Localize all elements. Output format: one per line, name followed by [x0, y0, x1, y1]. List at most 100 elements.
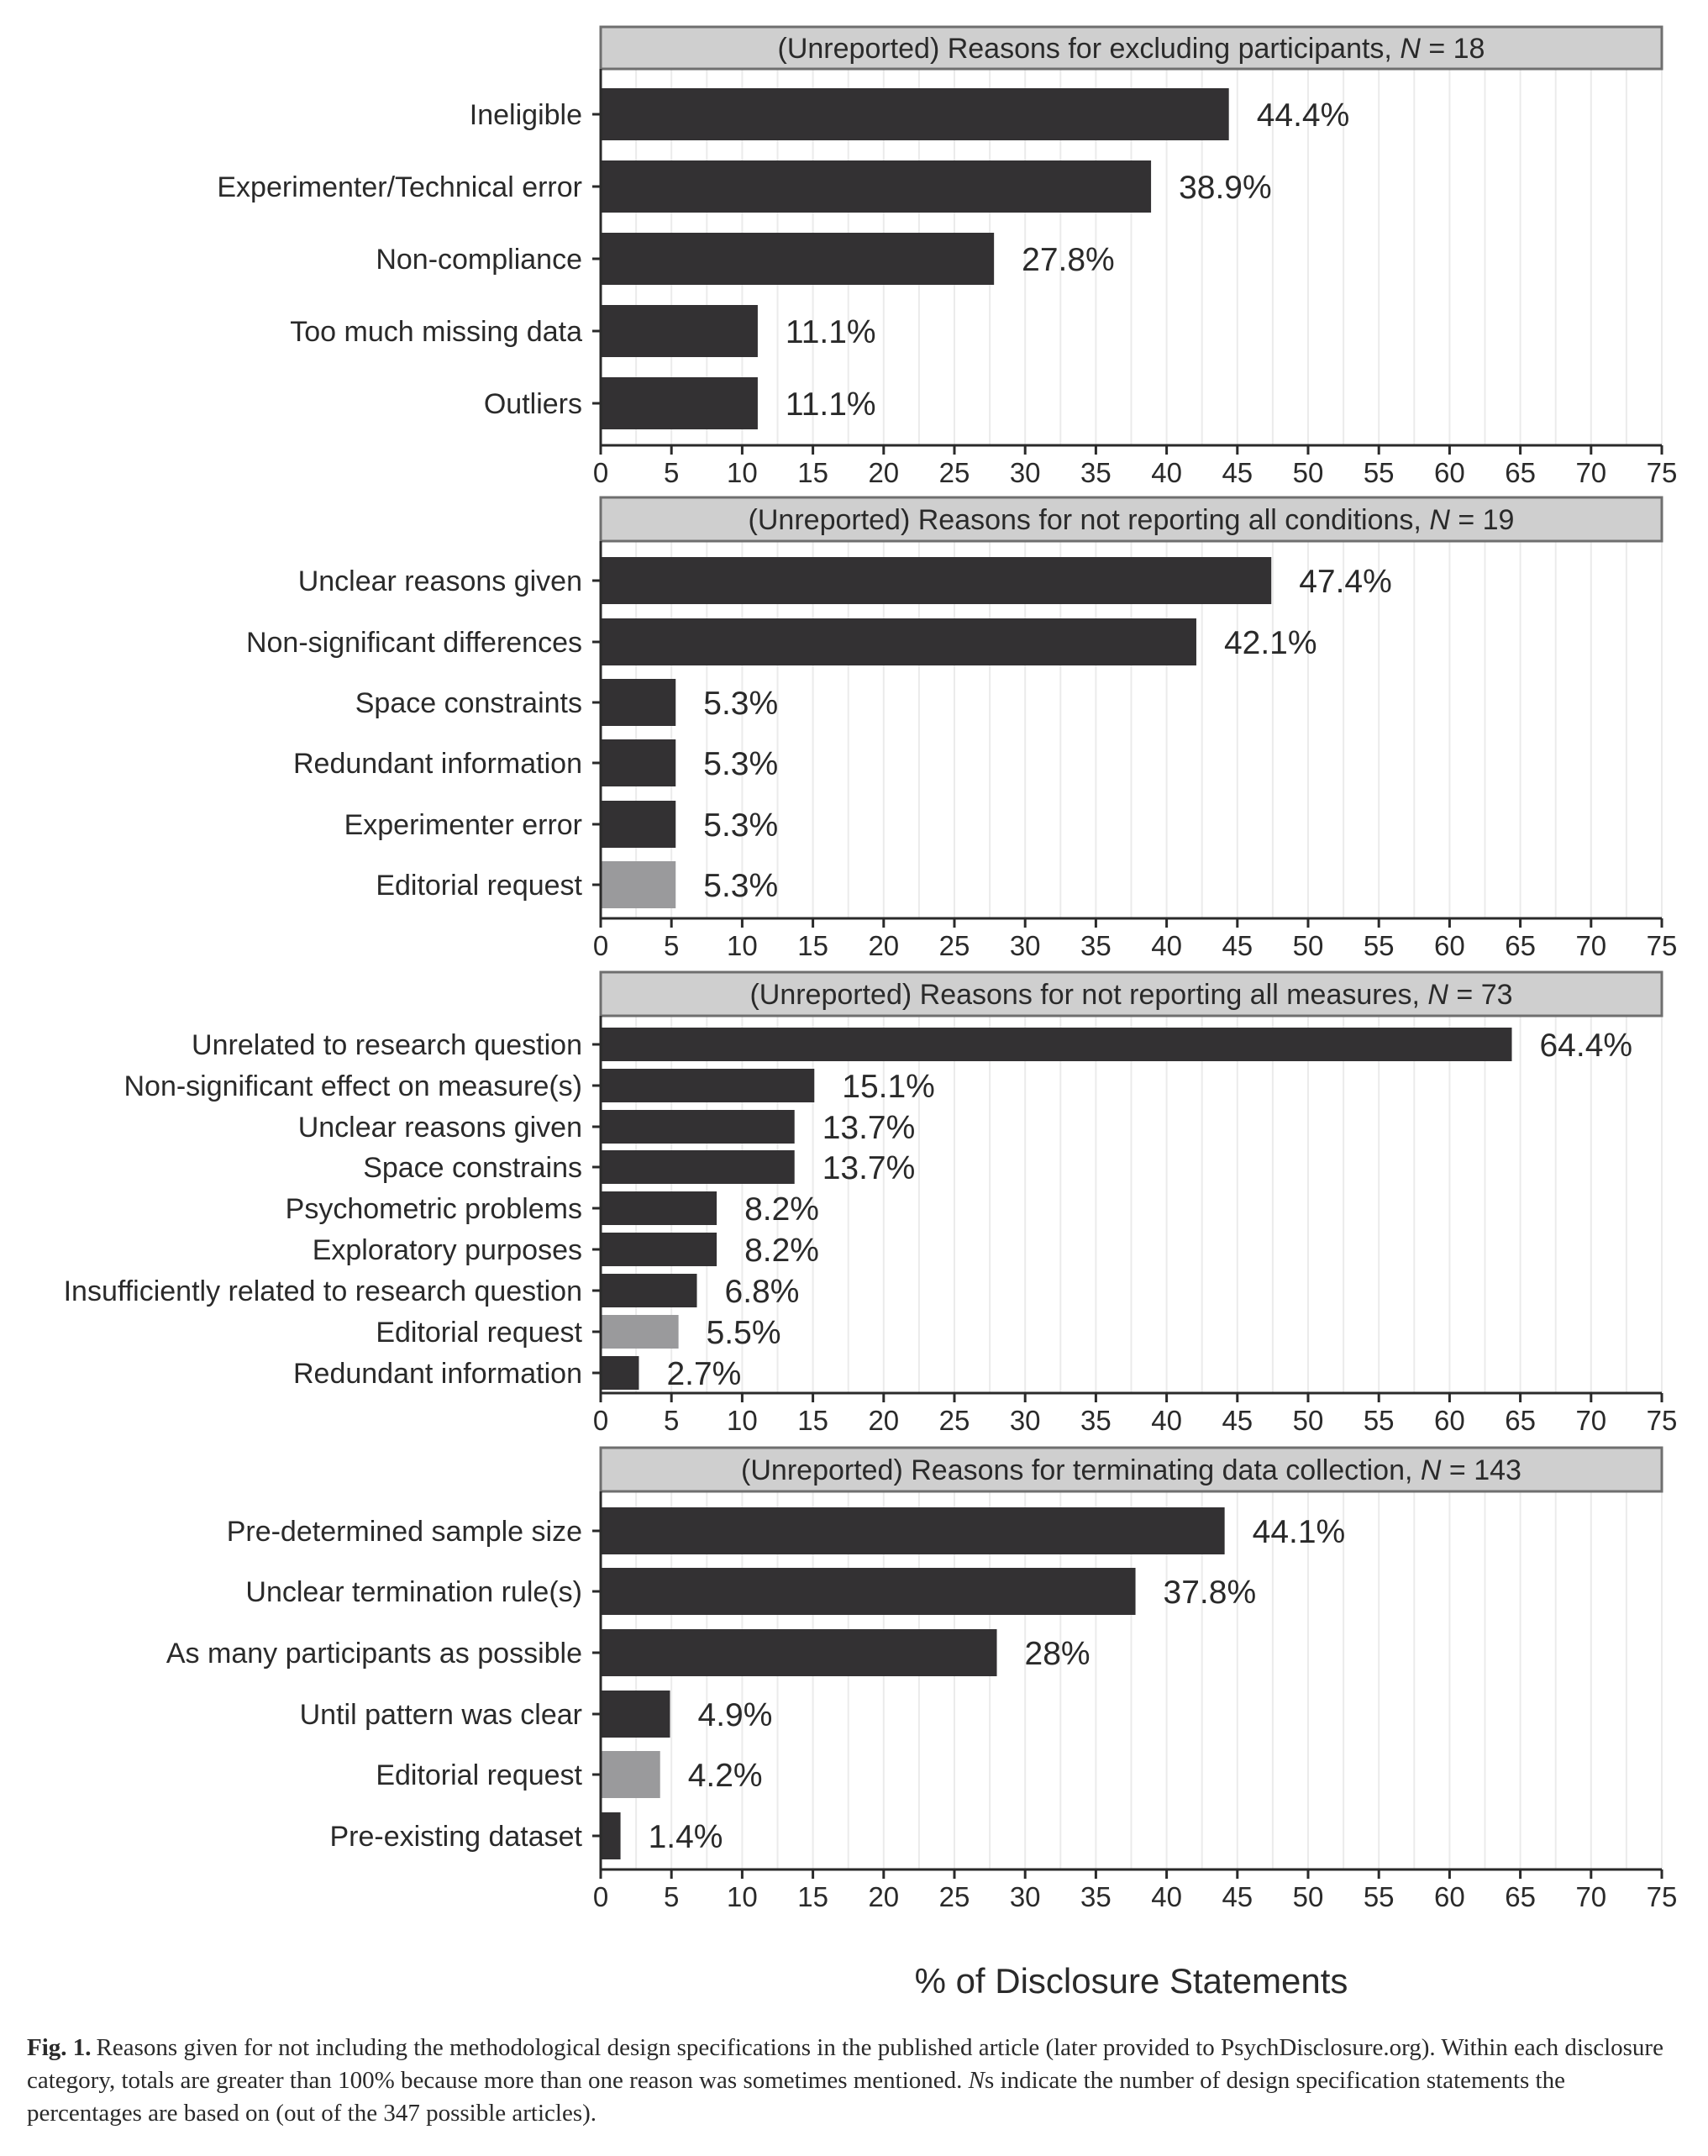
bar	[601, 1315, 679, 1349]
x-tick-label: 25	[939, 1881, 970, 1912]
x-tick-label: 30	[1010, 457, 1041, 488]
bar	[601, 233, 995, 285]
category-label: Redundant information	[293, 748, 582, 780]
value-label: 13.7%	[822, 1110, 916, 1146]
category-label: Psychometric problems	[286, 1193, 582, 1225]
x-tick-label: 70	[1575, 930, 1606, 961]
x-tick-label: 55	[1364, 1881, 1395, 1912]
x-tick-label: 35	[1080, 930, 1112, 961]
bar	[601, 1191, 717, 1225]
x-tick-label: 15	[797, 1881, 828, 1912]
faceted-bar-chart: (Unreported) Reasons for excluding parti…	[64, 25, 1678, 2001]
category-label: Unclear termination rule(s)	[245, 1576, 582, 1608]
x-tick-label: 0	[593, 1405, 608, 1436]
x-tick-label: 60	[1434, 1881, 1465, 1912]
bar	[601, 679, 676, 726]
bar	[601, 377, 758, 429]
value-label: 8.2%	[744, 1191, 819, 1228]
bar	[601, 1691, 670, 1738]
x-tick-label: 10	[727, 457, 758, 488]
bar	[601, 88, 1229, 140]
x-tick-label: 55	[1364, 457, 1395, 488]
x-tick-label: 0	[593, 457, 608, 488]
x-tick-label: 20	[868, 1405, 899, 1436]
x-tick-label: 30	[1010, 930, 1041, 961]
value-label: 37.8%	[1164, 1575, 1257, 1611]
x-tick-label: 20	[868, 1881, 899, 1912]
category-label: Outliers	[484, 388, 582, 420]
value-label: 11.1%	[786, 387, 876, 423]
facet-title: (Unreported) Reasons for excluding parti…	[778, 33, 1485, 65]
caption-italic-ns: N	[968, 2067, 985, 2094]
value-label: 64.4%	[1539, 1028, 1632, 1064]
facet-strip	[599, 496, 1663, 543]
bar	[601, 1110, 795, 1144]
category-label: Non-compliance	[376, 244, 582, 276]
bar	[601, 160, 1152, 213]
x-tick-label: 15	[797, 1405, 828, 1436]
x-tick-label: 75	[1647, 1881, 1678, 1912]
bar	[601, 1507, 1225, 1554]
x-tick-label: 25	[939, 1405, 970, 1436]
x-tick-label: 5	[664, 1881, 679, 1912]
category-label: Space constraints	[355, 687, 582, 719]
x-tick-label: 15	[797, 930, 828, 961]
value-label: 11.1%	[786, 314, 876, 350]
x-tick-label: 35	[1080, 457, 1112, 488]
value-label: 44.1%	[1253, 1514, 1346, 1550]
x-tick-label: 45	[1222, 457, 1253, 488]
category-label: Unclear reasons given	[298, 565, 582, 597]
x-tick-label: 60	[1434, 457, 1465, 488]
category-label: Until pattern was clear	[300, 1699, 582, 1731]
bar	[601, 1069, 815, 1102]
x-tick-label: 45	[1222, 1881, 1253, 1912]
caption-text-part2: s indicate the number of design specific…	[27, 2067, 1565, 2127]
bar	[601, 739, 676, 786]
x-tick-label: 75	[1647, 930, 1678, 961]
value-label: 47.4%	[1299, 564, 1392, 600]
category-label: Unrelated to research question	[192, 1029, 582, 1061]
category-label: Space constrains	[363, 1152, 582, 1184]
x-tick-label: 40	[1151, 457, 1182, 488]
value-label: 4.9%	[698, 1697, 773, 1733]
bar	[601, 1150, 795, 1184]
category-label: Insufficiently related to research quest…	[64, 1275, 582, 1307]
facet-title: (Unreported) Reasons for not reporting a…	[749, 504, 1515, 536]
category-label: Experimenter/Technical error	[217, 171, 582, 203]
x-tick-label: 30	[1010, 1405, 1041, 1436]
x-tick-label: 10	[727, 1405, 758, 1436]
facet-strip	[599, 970, 1663, 1018]
x-tick-label: 40	[1151, 1405, 1182, 1436]
facet-title: (Unreported) Reasons for not reporting a…	[749, 979, 1512, 1011]
category-label: Editorial request	[376, 1317, 582, 1349]
x-tick-label: 75	[1647, 457, 1678, 488]
x-tick-label: 35	[1080, 1881, 1112, 1912]
category-label: Pre-determined sample size	[227, 1516, 582, 1548]
panel-4: (Unreported) Reasons for terminating dat…	[166, 1446, 1678, 1912]
bar	[601, 1274, 697, 1307]
value-label: 8.2%	[744, 1233, 819, 1269]
x-tick-label: 0	[593, 930, 608, 961]
category-label: Pre-existing dataset	[330, 1821, 583, 1853]
category-label: Exploratory purposes	[313, 1234, 582, 1266]
value-label: 5.3%	[703, 746, 778, 782]
x-tick-label: 5	[664, 457, 679, 488]
value-label: 28%	[1025, 1636, 1090, 1672]
category-label: Unclear reasons given	[298, 1112, 582, 1144]
value-label: 44.4%	[1257, 97, 1350, 134]
category-label: Redundant information	[293, 1358, 582, 1390]
category-label: Too much missing data	[290, 316, 582, 348]
x-tick-label: 75	[1647, 1405, 1678, 1436]
panel-1: (Unreported) Reasons for excluding parti…	[217, 25, 1678, 488]
facet-strip	[599, 1446, 1663, 1493]
bar	[601, 801, 676, 848]
x-tick-label: 70	[1575, 1881, 1606, 1912]
x-tick-label: 65	[1505, 930, 1536, 961]
value-label: 1.4%	[649, 1819, 723, 1855]
bar	[601, 861, 676, 908]
value-label: 38.9%	[1179, 170, 1272, 206]
facet-strip	[599, 25, 1663, 71]
caption-label: Fig. 1.	[27, 2034, 92, 2061]
x-tick-label: 0	[593, 1881, 608, 1912]
value-label: 5.3%	[703, 868, 778, 904]
